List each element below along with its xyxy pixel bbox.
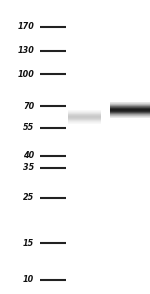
Text: 70: 70 [23, 101, 34, 111]
Text: 100: 100 [17, 70, 34, 79]
Text: 25: 25 [23, 193, 34, 202]
Text: 15: 15 [23, 239, 34, 248]
Text: 35: 35 [23, 163, 34, 172]
Text: 55: 55 [23, 123, 34, 132]
Text: 10: 10 [23, 275, 34, 284]
Text: 170: 170 [17, 22, 34, 31]
Text: 130: 130 [17, 46, 34, 55]
Text: 40: 40 [23, 151, 34, 161]
